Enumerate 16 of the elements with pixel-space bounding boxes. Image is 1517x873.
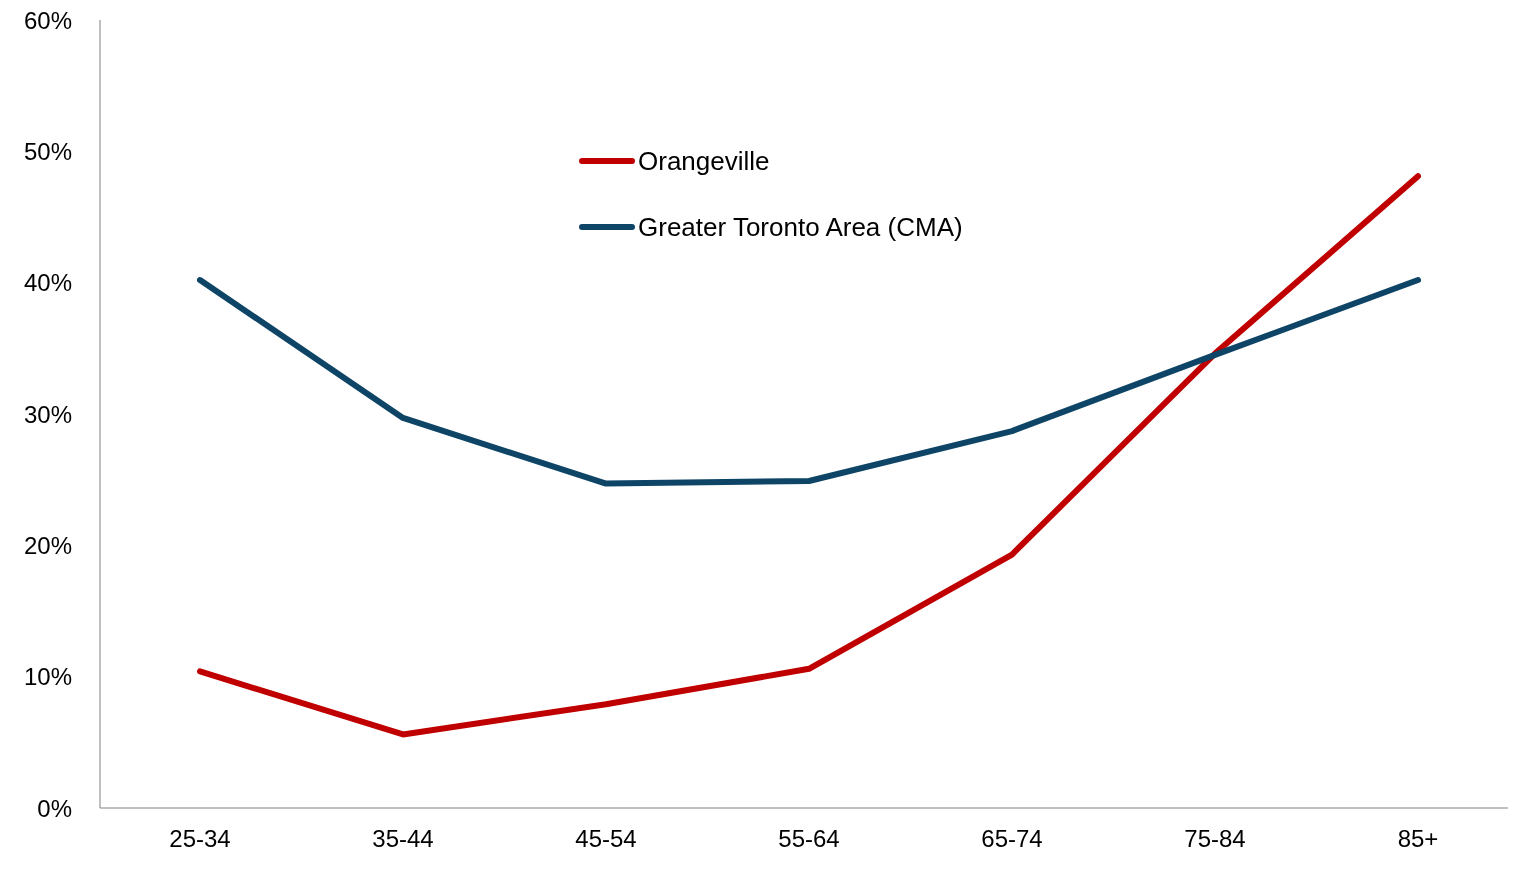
x-tick-label: 85+: [1397, 825, 1439, 853]
y-tick-label: 30%: [23, 400, 72, 428]
legend-label: Orangeville: [638, 145, 770, 178]
y-tick-label: 60%: [23, 6, 72, 34]
y-tick-label: 50%: [23, 137, 72, 165]
y-tick-label: 40%: [23, 269, 72, 297]
x-tick-label: 45-54: [575, 825, 637, 853]
y-tick-label: 0%: [37, 794, 72, 822]
x-tick-label: 65-74: [981, 825, 1043, 853]
x-tick-label: 75-84: [1184, 825, 1246, 853]
legend-label: Greater Toronto Area (CMA): [638, 211, 963, 244]
x-tick-label: 55-64: [778, 825, 840, 853]
y-tick-label: 20%: [23, 531, 72, 559]
y-tick-label: 10%: [23, 663, 72, 691]
x-tick-label: 35-44: [372, 825, 434, 853]
x-tick-label: 25-34: [169, 825, 231, 853]
